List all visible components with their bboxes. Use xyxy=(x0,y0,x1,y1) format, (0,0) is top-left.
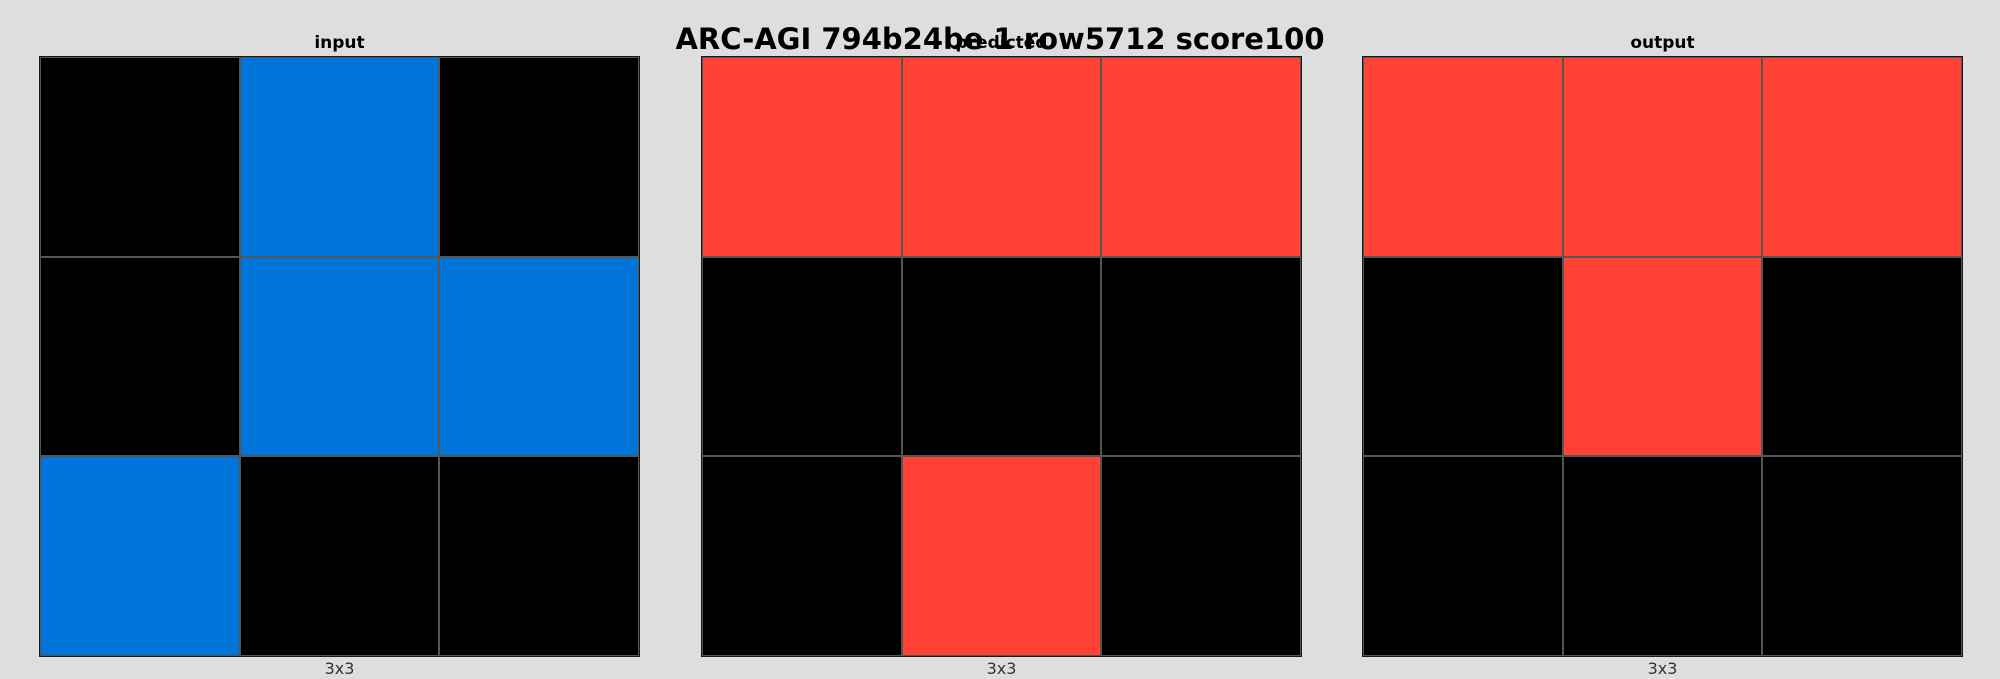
input-cell-r0-c0 xyxy=(40,57,240,257)
output-panel: output 3x3 xyxy=(1362,0,1963,678)
output-cell-r0-c1 xyxy=(1562,57,1763,257)
predicted-cell-r1-c2 xyxy=(1101,256,1301,457)
input-cell-r2-c1 xyxy=(239,456,440,656)
output-cell-r2-c2 xyxy=(1762,456,1962,656)
predicted-cell-r1-c1 xyxy=(901,256,1102,457)
predicted-grid-dims: 3x3 xyxy=(986,659,1017,678)
input-panel: input 3x3 xyxy=(39,0,640,678)
input-grid xyxy=(39,56,640,657)
input-cell-r0-c2 xyxy=(439,57,639,257)
output-cell-r1-c1 xyxy=(1562,256,1763,457)
predicted-grid xyxy=(701,56,1302,657)
predicted-cell-r0-c0 xyxy=(702,57,902,257)
predicted-cell-r2-c0 xyxy=(702,456,902,656)
output-cell-r0-c2 xyxy=(1762,57,1962,257)
predicted-cell-r2-c1 xyxy=(901,456,1102,656)
predicted-panel-title: predicted xyxy=(955,33,1048,53)
input-cell-r1-c0 xyxy=(40,256,240,457)
predicted-cell-r0-c1 xyxy=(901,57,1102,257)
input-panel-title: input xyxy=(314,33,365,53)
output-panel-title: output xyxy=(1630,33,1695,53)
output-cell-r2-c0 xyxy=(1363,456,1563,656)
predicted-cell-r0-c2 xyxy=(1101,57,1301,257)
input-cell-r2-c0 xyxy=(40,456,240,656)
output-cell-r1-c0 xyxy=(1363,256,1563,457)
input-cell-r0-c1 xyxy=(239,57,440,257)
input-cell-r1-c2 xyxy=(439,256,639,457)
predicted-cell-r1-c0 xyxy=(702,256,902,457)
page-title: ARC-AGI 794b24be 1 row5712 score100 xyxy=(675,22,1325,56)
output-cell-r2-c1 xyxy=(1562,456,1763,656)
output-cell-r1-c2 xyxy=(1762,256,1962,457)
predicted-panel: predicted 3x3 xyxy=(701,0,1302,678)
input-grid-dims: 3x3 xyxy=(324,659,355,678)
input-cell-r1-c1 xyxy=(239,256,440,457)
input-cell-r2-c2 xyxy=(439,456,639,656)
predicted-cell-r2-c2 xyxy=(1101,456,1301,656)
output-grid xyxy=(1362,56,1963,657)
output-cell-r0-c0 xyxy=(1363,57,1563,257)
output-grid-dims: 3x3 xyxy=(1647,659,1678,678)
